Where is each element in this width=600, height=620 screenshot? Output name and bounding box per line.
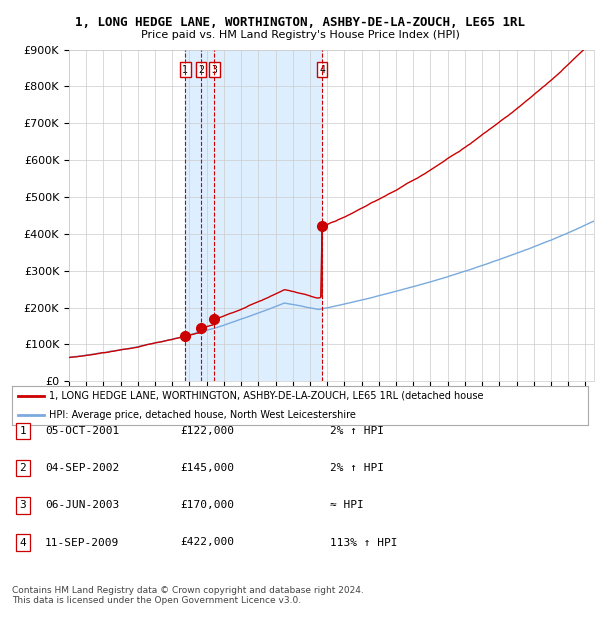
Text: £422,000: £422,000 <box>180 538 234 547</box>
Text: HPI: Average price, detached house, North West Leicestershire: HPI: Average price, detached house, Nort… <box>49 410 356 420</box>
Text: 4: 4 <box>19 538 26 547</box>
Text: 2% ↑ HPI: 2% ↑ HPI <box>330 426 384 436</box>
Text: 05-OCT-2001: 05-OCT-2001 <box>45 426 119 436</box>
Text: 2% ↑ HPI: 2% ↑ HPI <box>330 463 384 473</box>
Text: £170,000: £170,000 <box>180 500 234 510</box>
Text: 06-JUN-2003: 06-JUN-2003 <box>45 500 119 510</box>
Text: 1: 1 <box>19 426 26 436</box>
Text: Contains HM Land Registry data © Crown copyright and database right 2024.
This d: Contains HM Land Registry data © Crown c… <box>12 586 364 605</box>
Text: 2: 2 <box>198 64 204 74</box>
Text: 3: 3 <box>19 500 26 510</box>
Text: ≈ HPI: ≈ HPI <box>330 500 364 510</box>
Text: 2: 2 <box>19 463 26 473</box>
Text: 113% ↑ HPI: 113% ↑ HPI <box>330 538 398 547</box>
Text: £145,000: £145,000 <box>180 463 234 473</box>
Text: £122,000: £122,000 <box>180 426 234 436</box>
Text: 04-SEP-2002: 04-SEP-2002 <box>45 463 119 473</box>
Text: 3: 3 <box>211 64 217 74</box>
Text: Price paid vs. HM Land Registry's House Price Index (HPI): Price paid vs. HM Land Registry's House … <box>140 30 460 40</box>
Bar <box>185 50 322 381</box>
Text: 11-SEP-2009: 11-SEP-2009 <box>45 538 119 547</box>
Text: 1, LONG HEDGE LANE, WORTHINGTON, ASHBY-DE-LA-ZOUCH, LE65 1RL (detached house: 1, LONG HEDGE LANE, WORTHINGTON, ASHBY-D… <box>49 391 484 401</box>
Text: 1, LONG HEDGE LANE, WORTHINGTON, ASHBY-DE-LA-ZOUCH, LE65 1RL: 1, LONG HEDGE LANE, WORTHINGTON, ASHBY-D… <box>75 16 525 29</box>
Text: 1: 1 <box>182 64 188 74</box>
Text: 4: 4 <box>319 64 325 74</box>
